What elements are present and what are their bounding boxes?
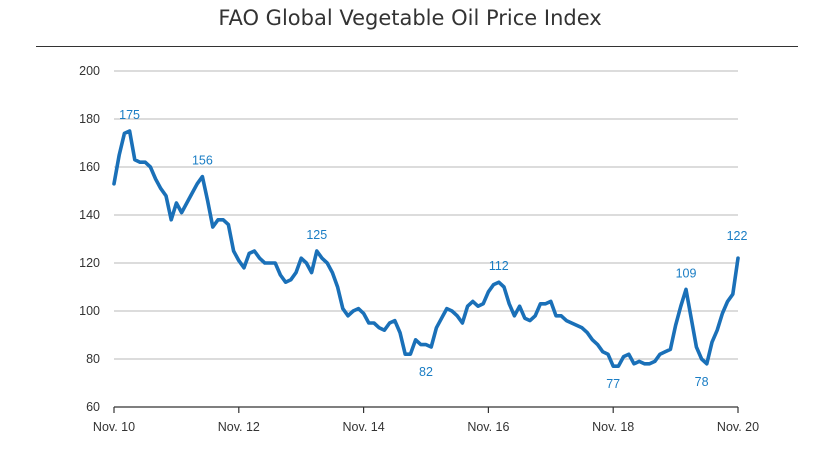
data-label: 77 <box>606 377 620 391</box>
x-tick-label: Nov. 16 <box>467 420 509 434</box>
data-labels: 175 156 125 82 112 77 109 78 122 <box>119 108 747 391</box>
y-tick-label: 120 <box>79 256 100 270</box>
y-tick-label: 160 <box>79 160 100 174</box>
series-line <box>112 129 740 368</box>
title-divider <box>36 46 798 47</box>
data-label: 82 <box>419 365 433 379</box>
data-label: 156 <box>192 154 213 168</box>
x-tick-label: Nov. 18 <box>592 420 634 434</box>
data-label: 122 <box>727 229 748 243</box>
y-tick-label: 100 <box>79 304 100 318</box>
data-label: 78 <box>695 375 709 389</box>
y-tick-label: 80 <box>86 352 100 366</box>
data-label: 112 <box>489 259 509 273</box>
series-layer <box>112 129 740 368</box>
x-tick-label: Nov. 20 <box>717 420 759 434</box>
y-axis: 60 80 100 120 140 160 180 200 <box>79 64 100 414</box>
x-axis: Nov. 10 Nov. 12 Nov. 14 Nov. 16 Nov. 18 Nov. … <box>93 406 759 434</box>
x-tick-label: Nov. 10 <box>93 420 135 434</box>
data-label: 109 <box>676 266 697 280</box>
y-tick-label: 200 <box>79 64 100 78</box>
gridlines <box>114 70 738 360</box>
x-tick-label: Nov. 14 <box>343 420 385 434</box>
data-label: 175 <box>119 108 140 122</box>
y-tick-label: 140 <box>79 208 100 222</box>
x-tick-label: Nov. 12 <box>218 420 260 434</box>
data-label: 125 <box>306 228 327 242</box>
y-tick-label: 180 <box>79 112 100 126</box>
chart-title: FAO Global Vegetable Oil Price Index <box>218 6 602 30</box>
y-tick-label: 60 <box>86 400 100 414</box>
